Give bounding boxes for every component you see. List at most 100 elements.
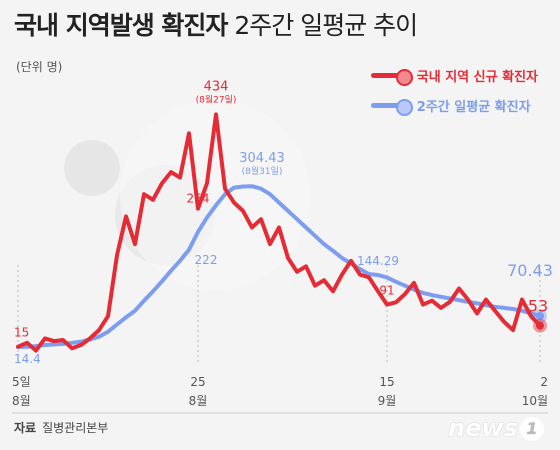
avg-data-label: 304.43 (239, 151, 285, 166)
avg-series-point (413, 288, 415, 291)
avg-series-point (395, 281, 397, 283)
local-data-label: 264 (187, 192, 210, 206)
news1-logo: news 1 (448, 414, 544, 442)
avg-series-point (170, 269, 172, 272)
local-series-point (404, 293, 406, 295)
local-series-point (422, 303, 424, 306)
local-series-point (44, 337, 46, 340)
avg-series-point (107, 330, 109, 333)
avg-series-point (251, 185, 253, 188)
local-series-point (17, 345, 19, 348)
avg-series-point (152, 290, 154, 293)
avg-series-point (188, 248, 190, 251)
avg-series-point (233, 186, 235, 189)
legend-item-avg: 2주간 일평균 확진자 (370, 90, 538, 120)
avg-series-point (179, 259, 181, 262)
virus-icon (64, 140, 120, 196)
avg-series-point (224, 193, 226, 196)
avg-series-point (197, 231, 199, 233)
local-series-end-dot (536, 321, 544, 330)
avg-series-point (341, 257, 343, 259)
local-series-point (107, 315, 109, 317)
local-series-point (197, 207, 199, 210)
avg-series-point (422, 292, 424, 294)
avg-series-point (116, 323, 118, 326)
x-tick-day: 5일 (12, 375, 31, 389)
local-series-point (530, 315, 532, 317)
local-series-point (188, 132, 190, 135)
avg-series-point (44, 344, 46, 346)
avg-series-point (521, 309, 523, 312)
avg-series-point (260, 187, 262, 190)
avg-data-label: 14.4 (14, 352, 41, 366)
local-series-point (512, 329, 514, 331)
avg-series-point (305, 226, 307, 229)
avg-series-point (323, 243, 325, 245)
local-series-point (494, 309, 496, 312)
x-tick-day: 2 (540, 375, 548, 389)
local-series-point (476, 312, 478, 315)
source-value: 질병관리본부 (42, 421, 109, 435)
avg-series-point (503, 307, 505, 309)
local-series-point (359, 273, 361, 276)
avg-series-point (161, 280, 163, 283)
local-data-label: 91 (379, 284, 394, 298)
avg-series-point (458, 299, 460, 301)
page-title: 국내 지역발생 확진자 2주간 일평균 추이 (14, 6, 418, 42)
avg-series-point (314, 235, 316, 237)
avg-series-point (278, 201, 280, 204)
local-series-point (431, 299, 433, 302)
logo-mark: 1 (520, 417, 544, 441)
local-series-point (269, 243, 271, 245)
local-series-point (35, 349, 37, 352)
avg-series-point (269, 193, 271, 196)
avg-series-point (62, 343, 64, 345)
x-tick-day: 15 (379, 375, 394, 389)
avg-series-point (35, 345, 37, 347)
avg-series-point (359, 268, 361, 270)
title-bold: 국내 지역발생 확진자 (14, 11, 228, 40)
local-series-point (62, 339, 64, 341)
local-series-point (485, 298, 487, 301)
x-tick-month: 8월 (189, 394, 208, 408)
local-series-point (143, 193, 145, 196)
local-series-point (215, 113, 217, 116)
x-tick-month: 10월 (522, 394, 548, 408)
avg-series-point (368, 273, 370, 275)
legend-dot-local (395, 68, 413, 86)
local-series-point (350, 259, 352, 262)
local-series-point (89, 337, 91, 340)
virus-decoration (64, 100, 310, 290)
local-series-point (305, 265, 307, 268)
avg-series-point (332, 249, 334, 252)
avg-series-point (431, 294, 433, 296)
local-series-point (449, 300, 451, 303)
local-series-point (521, 298, 523, 301)
local-series-point (206, 182, 208, 184)
avg-series-end-dot (536, 311, 544, 320)
local-series-point (296, 271, 298, 273)
title-light: 2주간 일평균 추이 (234, 11, 418, 40)
local-series-point (125, 215, 127, 218)
unit-label: (단위 명) (16, 60, 63, 74)
avg-series-point (296, 218, 298, 220)
legend: 국내 지역 신규 확진자 2주간 일평균 확진자 (370, 60, 538, 120)
avg-series-point (377, 274, 379, 276)
avg-series-point (215, 204, 217, 207)
local-series-point (395, 301, 397, 304)
legend-label-avg: 2주간 일평균 확진자 (416, 99, 531, 115)
local-series-point (314, 284, 316, 287)
virus-icon (115, 165, 215, 265)
avg-data-label: 222 (195, 253, 218, 267)
source-label: 자료 (14, 421, 37, 435)
x-tick-day: 25 (190, 375, 205, 389)
local-series-point (251, 226, 253, 229)
avg-series-point (476, 302, 478, 305)
legend-dot-avg (395, 98, 413, 116)
avg-series-point (485, 304, 487, 306)
avg-series-point (71, 342, 73, 344)
local-series-point (134, 243, 136, 245)
local-series-point (80, 344, 82, 346)
avg-series-point (134, 309, 136, 312)
